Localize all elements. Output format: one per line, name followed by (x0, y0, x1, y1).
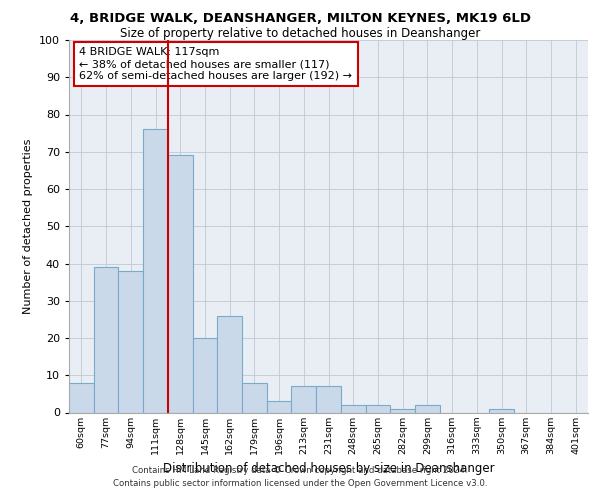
Y-axis label: Number of detached properties: Number of detached properties (23, 138, 34, 314)
Bar (365, 405, 390, 412)
Bar (94, 267, 118, 412)
Text: 4, BRIDGE WALK, DEANSHANGER, MILTON KEYNES, MK19 6LD: 4, BRIDGE WALK, DEANSHANGER, MILTON KEYN… (70, 12, 530, 26)
Bar (193, 338, 217, 412)
Bar (242, 382, 267, 412)
Bar (415, 405, 440, 412)
Bar (69, 382, 94, 412)
Bar (489, 409, 514, 412)
Bar (390, 409, 415, 412)
Bar (217, 316, 242, 412)
Bar (143, 130, 168, 412)
Bar (267, 402, 292, 412)
Text: Contains HM Land Registry data © Crown copyright and database right 2024.
Contai: Contains HM Land Registry data © Crown c… (113, 466, 487, 487)
Bar (118, 271, 143, 412)
Text: Size of property relative to detached houses in Deanshanger: Size of property relative to detached ho… (120, 28, 480, 40)
Bar (168, 156, 193, 412)
Bar (292, 386, 316, 412)
Bar (341, 405, 365, 412)
Bar (316, 386, 341, 412)
Text: 4 BRIDGE WALK: 117sqm
← 38% of detached houses are smaller (117)
62% of semi-det: 4 BRIDGE WALK: 117sqm ← 38% of detached … (79, 48, 352, 80)
X-axis label: Distribution of detached houses by size in Deanshanger: Distribution of detached houses by size … (163, 462, 494, 475)
